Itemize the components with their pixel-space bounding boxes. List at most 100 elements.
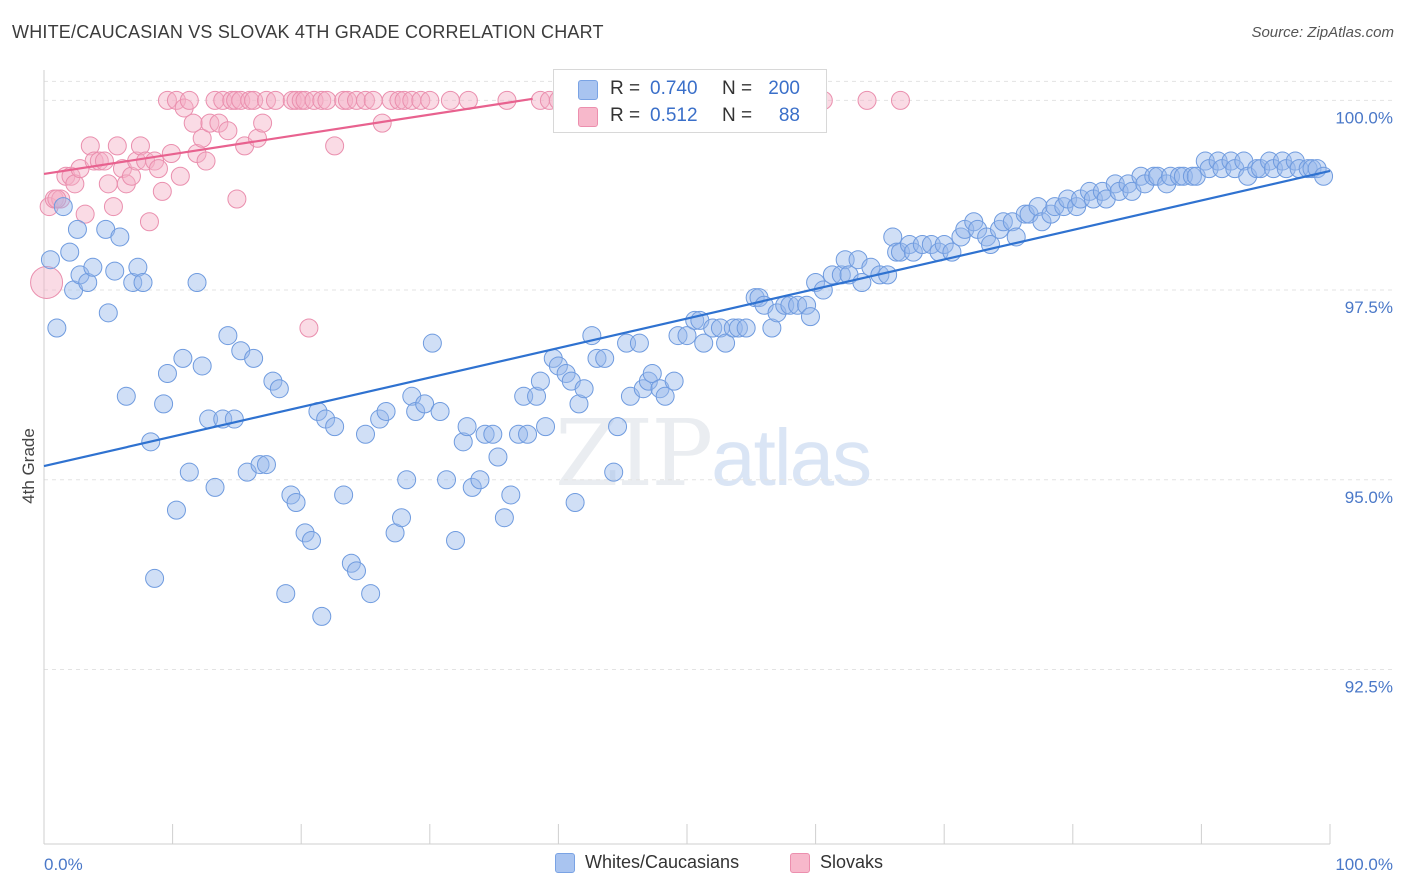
- legend-swatch-whites: [578, 80, 598, 100]
- trend-lines: [43, 97, 1331, 468]
- point-whites: [457, 417, 477, 437]
- point-whites: [286, 493, 306, 513]
- point-whites: [187, 272, 207, 292]
- point-whites: [677, 326, 697, 346]
- point-whites: [569, 394, 589, 414]
- point-whites: [604, 462, 624, 482]
- point-slovaks: [183, 113, 203, 133]
- legend-n-label: N =: [722, 105, 753, 126]
- point-slovaks: [317, 90, 337, 110]
- point-slovaks: [65, 174, 85, 194]
- point-whites: [47, 318, 67, 338]
- point-whites: [205, 477, 225, 497]
- legend-label-slovaks: Slovaks: [820, 852, 884, 872]
- point-whites: [518, 424, 538, 444]
- point-slovaks: [47, 189, 67, 209]
- legend-item-whites[interactable]: Whites/Caucasians: [555, 852, 739, 873]
- point-whites: [1314, 166, 1334, 186]
- point-whites: [312, 606, 332, 626]
- point-slovaks: [394, 90, 414, 110]
- point-whites: [475, 424, 495, 444]
- point-slovaks: [148, 159, 168, 179]
- point-whites: [415, 394, 435, 414]
- point-whites: [703, 318, 723, 338]
- point-slovaks: [130, 136, 150, 156]
- point-whites: [173, 348, 193, 368]
- point-slovaks: [857, 90, 877, 110]
- point-whites: [530, 371, 550, 391]
- point-slovaks: [107, 136, 127, 156]
- point-whites: [244, 348, 264, 368]
- point-whites: [430, 401, 450, 421]
- legend-swatch-slovaks: [790, 852, 810, 873]
- point-slovaks: [312, 90, 332, 110]
- point-whites: [356, 424, 375, 444]
- point-slovaks: [30, 265, 64, 299]
- point-slovaks: [170, 166, 190, 186]
- trendline-whites: [43, 169, 1331, 468]
- series-legend: Whites/Caucasians Slovaks: [0, 852, 1406, 878]
- point-whites: [53, 197, 73, 217]
- y-tick-label: 100.0%: [1335, 108, 1393, 127]
- point-whites: [934, 235, 954, 255]
- point-whites: [128, 257, 148, 277]
- point-whites: [762, 318, 782, 338]
- point-whites: [123, 272, 143, 292]
- point-slovaks: [356, 90, 375, 110]
- point-whites: [494, 508, 514, 528]
- x-tick-label: 0.0%: [44, 855, 83, 874]
- legend-r-value: 0.512: [650, 105, 698, 126]
- chart-source: Source: ZipAtlas.com: [1251, 24, 1394, 41]
- correlation-legend: R = 0.740 N = 200 R = 0.512 N = 88: [553, 69, 827, 133]
- y-axis-label: 4th Grade: [19, 428, 38, 504]
- point-whites: [295, 523, 315, 543]
- point-whites: [608, 417, 628, 437]
- legend-n-label: N =: [722, 78, 753, 99]
- point-whites: [376, 401, 396, 421]
- point-whites: [595, 348, 615, 368]
- point-whites: [98, 303, 118, 323]
- point-whites: [565, 493, 585, 513]
- point-slovaks: [299, 318, 319, 338]
- point-whites: [728, 318, 748, 338]
- point-whites: [166, 500, 186, 520]
- point-slovaks: [363, 90, 383, 110]
- y-tick-label: 95.0%: [1345, 488, 1393, 507]
- legend-item-slovaks[interactable]: Slovaks: [790, 852, 883, 873]
- point-slovaks: [179, 90, 199, 110]
- point-whites: [256, 455, 276, 475]
- point-whites: [664, 371, 684, 391]
- point-whites: [716, 333, 736, 353]
- point-whites: [224, 409, 244, 429]
- watermark-atlas: atlas: [711, 413, 872, 502]
- point-whites: [536, 417, 556, 437]
- point-whites: [78, 272, 98, 292]
- chart-title: WHITE/CAUCASIAN VS SLOVAK 4TH GRADE CORR…: [12, 22, 604, 42]
- point-slovaks: [218, 121, 238, 141]
- point-slovaks: [196, 151, 216, 171]
- legend-row-slovaks: R = 0.512 N = 88: [554, 102, 826, 128]
- point-whites: [60, 242, 80, 262]
- point-whites: [800, 307, 820, 327]
- legend-r-label: R =: [610, 78, 641, 99]
- point-whites: [179, 462, 199, 482]
- point-slovaks: [227, 189, 247, 209]
- point-slovaks: [103, 197, 123, 217]
- point-slovaks: [139, 212, 159, 232]
- point-whites: [40, 250, 60, 270]
- point-slovaks: [265, 90, 285, 110]
- point-whites: [325, 417, 345, 437]
- point-whites: [263, 371, 283, 391]
- point-slovaks: [152, 181, 172, 201]
- point-whites: [116, 386, 136, 406]
- legend-swatch-slovaks: [578, 107, 598, 127]
- point-whites: [154, 394, 174, 414]
- point-whites: [736, 318, 756, 338]
- point-whites: [145, 568, 165, 588]
- y-tick-label: 92.5%: [1345, 677, 1393, 696]
- point-whites: [67, 219, 87, 239]
- point-whites: [361, 584, 381, 604]
- point-slovaks: [75, 204, 95, 224]
- point-whites: [105, 261, 125, 281]
- watermark-zip: ZIP: [555, 400, 713, 507]
